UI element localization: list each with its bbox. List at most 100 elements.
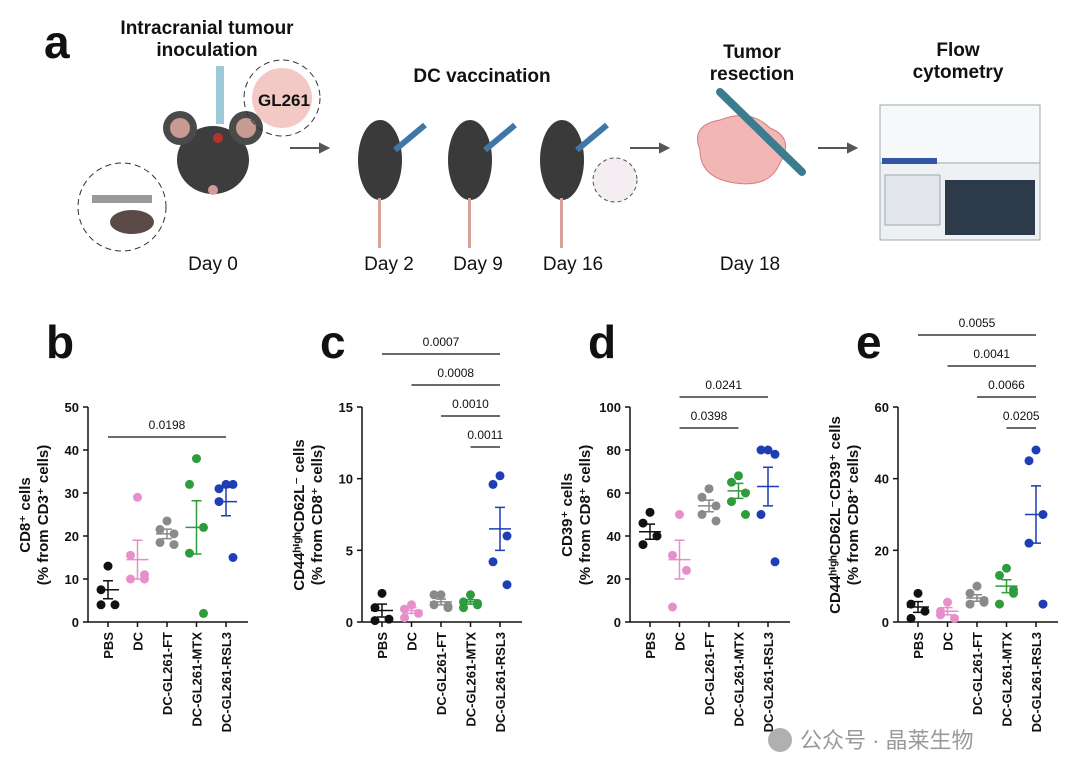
y-tick-label: 100 [599, 400, 621, 415]
y-axis-label: CD44ʰⁱᵍʰCD62L⁻ cells [291, 439, 308, 591]
p-value: 0.0011 [467, 428, 503, 442]
inset-circle [77, 162, 167, 252]
y-tick-label: 0 [614, 615, 621, 630]
y-axis-label: CD44ʰⁱᵍʰCD62L⁻CD39⁺ cells [827, 416, 844, 614]
panel-letter: b [46, 316, 74, 368]
data-point [155, 537, 165, 547]
data-point [429, 590, 439, 600]
x-tick-label: PBS [911, 632, 926, 659]
data-point [140, 574, 149, 584]
data-point [228, 479, 238, 489]
data-point [704, 484, 714, 494]
data-point [384, 614, 394, 624]
step-title: DC vaccination [413, 66, 550, 87]
panel-letter: c [320, 316, 346, 368]
data-point [1024, 456, 1034, 466]
x-tick-label: DC-GL261-MTX [732, 632, 747, 727]
data-point [756, 510, 766, 519]
y-axis-label: (% from CD3⁺ cells) [35, 445, 52, 585]
y-axis-label: (% from CD8⁺ cells) [845, 445, 862, 585]
y-tick-label: 10 [339, 472, 353, 487]
data-point [370, 616, 380, 626]
data-point [741, 488, 750, 498]
data-point [96, 600, 106, 610]
data-point [103, 561, 113, 571]
p-value: 0.0055 [959, 316, 996, 330]
mouse-small [110, 210, 154, 234]
x-tick-label: DC [405, 631, 420, 650]
step-title: Flow [936, 40, 979, 61]
data-point [727, 477, 736, 487]
x-tick-label: DC [131, 631, 146, 650]
p-value: 0.0066 [988, 378, 1025, 392]
panel-letter: e [856, 316, 882, 368]
error-bar [704, 499, 714, 513]
x-tick-label: DC-GL261-MTX [190, 632, 205, 727]
step-title: cytometry [913, 62, 1004, 83]
data-point [228, 553, 238, 562]
data-point [488, 479, 498, 489]
data-point [221, 479, 231, 489]
data-point [126, 550, 135, 560]
x-tick-label: DC-GL261-RSL3 [1029, 632, 1044, 732]
day-label: Day 16 [543, 254, 603, 275]
arrows [290, 142, 859, 154]
panel-letter: a [44, 16, 70, 68]
chart: b CD8⁺ cells (% from CD3⁺ cells) 0 10 20 30 40 5… [17, 316, 248, 732]
step-title: inoculation [156, 40, 257, 61]
y-tick-label: 20 [65, 529, 79, 544]
data-point [770, 557, 780, 567]
y-tick-label: 40 [875, 472, 889, 487]
error-bar [406, 606, 417, 615]
day-label: Day 0 [188, 254, 238, 275]
data-point [936, 610, 945, 620]
cell-line: GL261 [258, 91, 310, 110]
error-bar [132, 539, 143, 580]
error-bar [495, 506, 505, 552]
error-bar [913, 600, 923, 614]
cytometer [879, 104, 1041, 241]
y-tick-label: 50 [65, 400, 79, 415]
p-value: 0.0398 [691, 409, 728, 423]
data-point [668, 602, 677, 612]
mouse-ear-inner [170, 118, 190, 138]
data-point [638, 540, 648, 550]
error-bar [674, 539, 685, 580]
data-point [756, 445, 766, 455]
error-bar [645, 523, 655, 540]
schematic: a Intracranial tumour inoculation Day 0 … [44, 16, 1041, 275]
y-axis-label: (% from CD8⁺ cells) [309, 445, 326, 585]
data-point [110, 600, 120, 610]
scalpel [716, 88, 806, 176]
data-point [185, 548, 194, 558]
data-point [377, 588, 387, 598]
x-tick-label: DC-GL261-RSL3 [493, 632, 508, 732]
data-point [638, 518, 648, 528]
data-point [950, 613, 959, 623]
p-value: 0.0198 [149, 418, 186, 432]
error-bar [763, 466, 773, 507]
data-point [169, 540, 179, 550]
data-point [199, 608, 208, 618]
y-tick-label: 5 [346, 543, 353, 558]
x-tick-label: DC-GL261-RSL3 [219, 632, 234, 732]
y-axis-label: CD8⁺ cells [17, 477, 34, 552]
data-point [502, 531, 512, 541]
watermark-icon [768, 728, 792, 752]
x-tick-label: DC-GL261-FT [970, 632, 985, 715]
x-tick-label: DC-GL261-MTX [1000, 632, 1015, 727]
x-tick-label: DC [941, 631, 956, 650]
y-tick-label: 10 [65, 572, 79, 587]
data-point [502, 580, 512, 590]
y-axis-label: (% from CD8⁺ cells) [577, 445, 594, 585]
vaccinated-mice [358, 120, 638, 248]
data-point [495, 471, 505, 481]
data-point [400, 613, 409, 623]
frame [92, 195, 152, 203]
error-bar [191, 499, 202, 555]
data-point [675, 510, 684, 519]
mouse-ear-inner [236, 118, 256, 138]
error-bar [162, 528, 172, 540]
data-point [1024, 538, 1034, 548]
